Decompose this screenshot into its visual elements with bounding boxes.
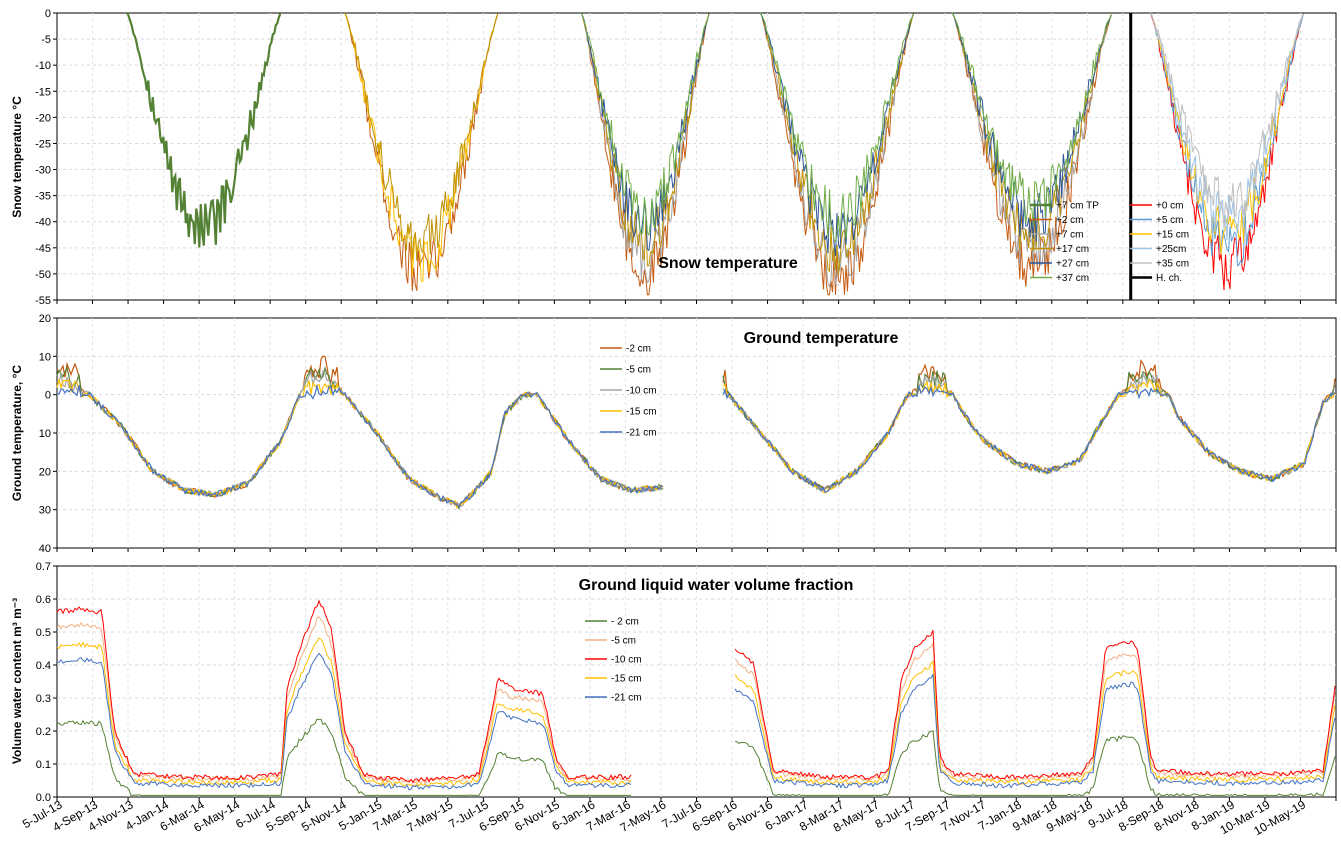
y-tick-label: 40 (39, 543, 51, 555)
ground-temp-y-axis-label: Ground temperature, °C (10, 365, 24, 501)
y-tick-label: 0.5 (36, 627, 51, 639)
y-tick-label: -50 (35, 269, 51, 281)
snow-legend: +7 cm TP +0 cm +2 cm +5 cm +7 cm +15 cm +17 cm… (1030, 201, 1189, 284)
y-tick-label: -30 (35, 165, 51, 177)
snow-legend-label: +2 cm (1056, 215, 1084, 226)
snow-legend-label: +27 cm (1056, 259, 1089, 270)
liquid-water-legend-label: -5 cm (611, 636, 636, 647)
y-tick-label: 20 (39, 313, 51, 325)
y-tick-label: 0.3 (36, 693, 51, 705)
y-tick-label: -55 (35, 295, 51, 307)
y-tick-label: -40 (35, 217, 51, 229)
y-tick-label: 10 (39, 351, 51, 363)
ground-temp-y-ticks: 20 10 0 10 20 30 40 (39, 313, 57, 555)
snow-series-7-cm-season-5 (951, 12, 1112, 267)
snow-gridlines (56, 13, 1337, 304)
snow-y-ticks: 0 -5 -10 -15 -20 -25 -30 -35 -40 -45 -50 -55 (35, 8, 57, 307)
y-tick-label: 0 (45, 390, 51, 402)
liquid-water-series-lines (56, 599, 1336, 797)
y-tick-label: 10 (39, 428, 51, 440)
snow-temperature-panel: 0 -5 -10 -15 -20 -25 -30 -35 -40 -45 -50 -55 Snow t… (10, 8, 1337, 307)
snow-series-7-cm-tp-season-1 (126, 12, 282, 248)
snow-legend-label: +5 cm (1156, 215, 1184, 226)
snow-legend-label: +15 cm (1156, 230, 1189, 241)
snow-series-35-cm-season-6 (1150, 12, 1304, 226)
snow-series-17-cm-season-2 (344, 12, 499, 261)
liquid-water-panel: 0.7 0.6 0.5 0.4 0.3 0.2 0.1 0.0 Volume water co… (10, 561, 1337, 804)
liquid-water-series-2-cm (56, 718, 1336, 797)
liquid-water-legend-label: -15 cm (611, 674, 642, 685)
snow-panel-title: Snow temperature (658, 255, 798, 272)
snow-legend-label: +0 cm (1156, 201, 1184, 212)
y-tick-label: 30 (39, 505, 51, 517)
liquid-water-series-10-cm (56, 599, 1336, 784)
snow-series-15-cm-season-6 (1150, 12, 1304, 254)
y-tick-label: -45 (35, 243, 51, 255)
snow-legend-label: H. ch. (1156, 273, 1182, 284)
liquid-water-panel-title: Ground liquid water volume fraction (579, 577, 854, 594)
liquid-water-series-21-cm (56, 652, 1336, 791)
ground-temp-legend-label: -21 cm (626, 428, 657, 439)
y-tick-label: 0.0 (36, 792, 51, 804)
liquid-water-legend-label: -21 cm (611, 693, 642, 704)
liquid-water-y-axis-label: Volume water content m³ m⁻³ (10, 598, 24, 764)
snow-series-37-cm-season-4 (760, 12, 914, 244)
y-tick-label: 0.1 (36, 759, 51, 771)
y-tick-label: 0.4 (36, 660, 51, 672)
liquid-water-legend-label: -10 cm (611, 655, 642, 666)
snow-legend-label: +35 cm (1156, 259, 1189, 270)
y-tick-label: 20 (39, 466, 51, 478)
y-tick-label: -25 (35, 138, 51, 150)
y-tick-label: -5 (41, 34, 51, 46)
ground-temp-series-lines (56, 355, 1336, 510)
snow-series-37-cm-season-3 (580, 12, 710, 237)
y-tick-label: -35 (35, 191, 51, 203)
ground-temp-legend-label: -2 cm (626, 344, 651, 355)
liquid-water-legend-label: - 2 cm (611, 617, 639, 628)
y-tick-label: 0.2 (36, 726, 51, 738)
snow-series-37-cm-season-5 (951, 12, 1112, 226)
liquid-water-legend: - 2 cm -5 cm -10 cm -15 cm -21 cm (585, 617, 642, 704)
ground-temp-legend: -2 cm -5 cm -10 cm -15 cm -21 cm (600, 344, 657, 439)
liquid-water-y-ticks: 0.7 0.6 0.5 0.4 0.3 0.2 0.1 0.0 (36, 561, 57, 804)
snow-y-axis-label: Snow temperature °C (10, 96, 24, 218)
snow-legend-label: +7 cm TP (1056, 201, 1099, 212)
ground-temp-legend-label: -5 cm (626, 365, 651, 376)
ground-temp-legend-label: -10 cm (626, 386, 657, 397)
snow-legend-label: +25cm (1156, 244, 1186, 255)
ground-temp-series-21-cm (56, 383, 1336, 508)
liquid-water-series-15-cm (56, 637, 1336, 788)
ground-temperature-panel: 20 10 0 10 20 30 40 Ground temperature, °C Gro… (10, 313, 1337, 555)
snow-series-17-cm-season-4 (760, 12, 914, 275)
y-tick-label: -20 (35, 112, 51, 124)
snow-legend-label: +17 cm (1056, 244, 1089, 255)
snow-legend-label: +7 cm (1056, 230, 1084, 241)
y-tick-label: 0.6 (36, 594, 51, 606)
x-axis-date-labels: 5-Jul-134-Sep-134-Nov-134-Jan-146-Mar-14… (20, 797, 1308, 838)
y-tick-label: -10 (35, 60, 51, 72)
ground-temp-panel-title: Ground temperature (744, 330, 899, 347)
ground-temp-legend-label: -15 cm (626, 407, 657, 418)
y-tick-label: -15 (35, 86, 51, 98)
y-tick-label: 0.7 (36, 561, 51, 573)
y-tick-label: 0 (45, 8, 51, 20)
snow-legend-label: +37 cm (1056, 273, 1089, 284)
liquid-water-gridlines (56, 566, 1337, 801)
snow-series-lines (126, 12, 1304, 300)
snow-series-17-cm-season-3 (580, 12, 710, 267)
